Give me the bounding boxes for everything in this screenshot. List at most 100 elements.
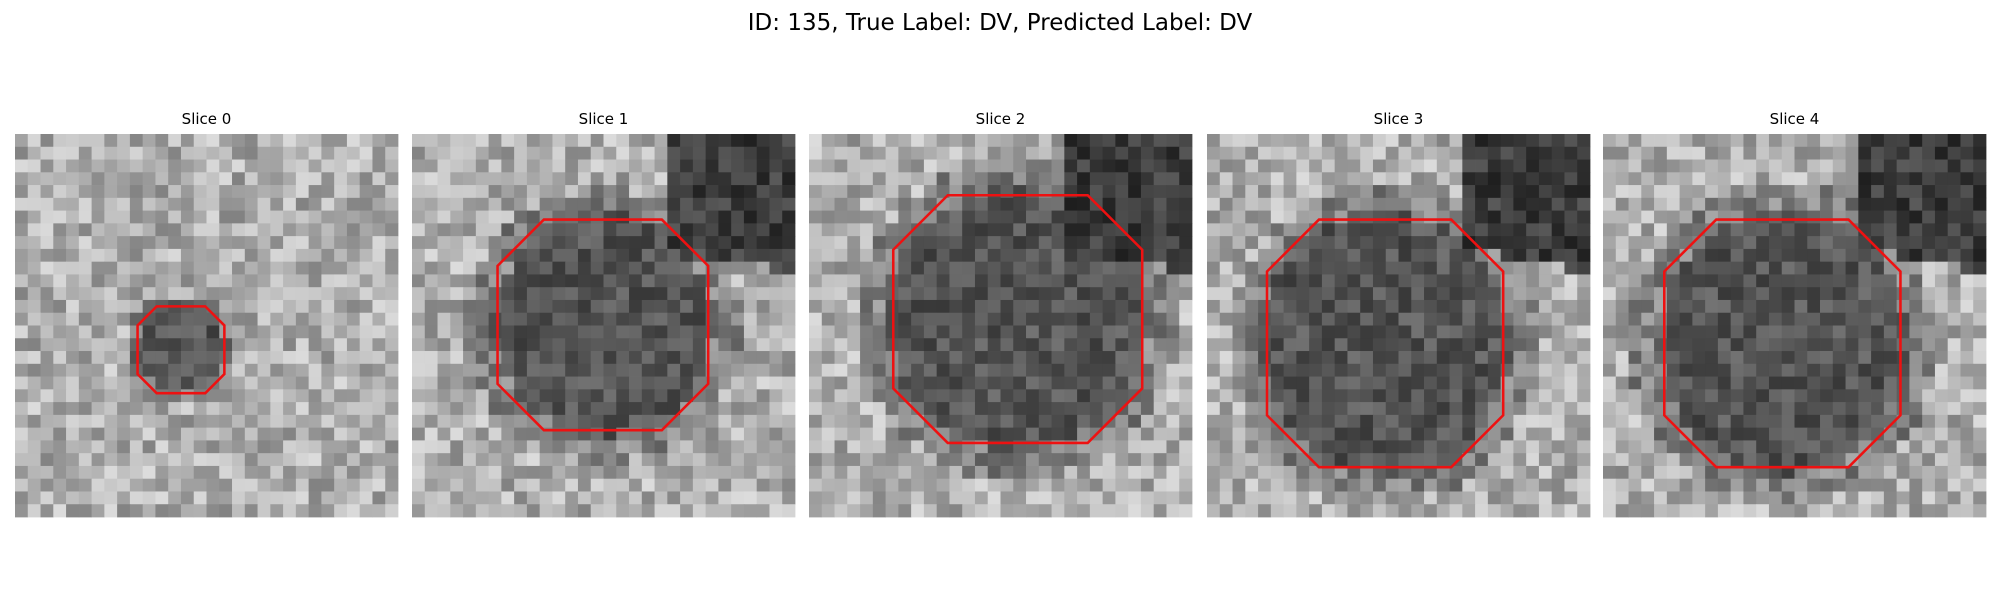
pixel	[1768, 440, 1783, 454]
pixel	[1462, 478, 1476, 492]
pixel	[1807, 440, 1821, 454]
pixel	[1551, 504, 1565, 518]
pixel	[334, 453, 348, 467]
pixel	[155, 287, 169, 301]
pixel	[1820, 427, 1834, 441]
panel-title: Slice 2	[976, 110, 1026, 128]
pixel	[1526, 172, 1540, 186]
pixel	[974, 197, 989, 211]
pixel	[1679, 146, 1693, 160]
pixel	[1424, 351, 1438, 365]
pixel	[1500, 146, 1514, 160]
pixel	[629, 210, 643, 224]
pixel	[142, 197, 156, 211]
pixel	[526, 338, 541, 352]
pixel	[1666, 440, 1680, 454]
pixel	[590, 261, 604, 275]
pixel	[244, 453, 258, 467]
pixel	[1283, 210, 1297, 224]
pixel	[962, 159, 976, 173]
pixel	[53, 478, 67, 492]
pixel	[1334, 223, 1348, 237]
pixel	[232, 159, 246, 173]
pixel	[1551, 299, 1565, 314]
pixel	[1577, 504, 1591, 518]
pixel	[193, 185, 207, 199]
pixel	[1845, 440, 1859, 454]
pixel	[1641, 210, 1655, 224]
pixel	[809, 236, 823, 250]
pixel	[1743, 210, 1757, 224]
pixel	[155, 134, 169, 148]
pixel	[514, 414, 528, 429]
pixel	[1115, 465, 1129, 480]
pixel	[475, 274, 489, 288]
pixel	[488, 197, 502, 211]
pixel	[1973, 351, 1987, 365]
pixel	[180, 440, 195, 454]
pixel	[629, 261, 643, 275]
pixel	[1219, 287, 1233, 301]
pixel	[834, 414, 848, 429]
pixel	[936, 287, 950, 301]
pixel	[1768, 223, 1783, 237]
pixel	[1153, 338, 1167, 352]
pixel	[40, 440, 54, 454]
pixel	[206, 274, 220, 288]
pixel	[40, 427, 54, 441]
pixel	[1538, 504, 1553, 518]
pixel	[1730, 248, 1744, 263]
pixel	[206, 491, 220, 505]
pixel	[1615, 185, 1629, 199]
pixel	[1679, 312, 1693, 326]
pixel	[1551, 172, 1565, 186]
pixel	[1372, 376, 1387, 390]
pixel	[450, 287, 464, 301]
pixel	[1064, 197, 1078, 211]
pixel	[1296, 287, 1310, 301]
pixel	[1360, 287, 1374, 301]
pixel	[923, 491, 938, 505]
pixel	[117, 159, 131, 173]
pixel	[463, 146, 477, 160]
pixel	[1411, 465, 1425, 480]
pixel	[78, 440, 92, 454]
pixel	[1475, 159, 1489, 173]
pixel	[501, 312, 515, 326]
pixel	[1064, 402, 1078, 416]
pixel	[1424, 146, 1438, 160]
pixel	[1360, 414, 1374, 429]
pixel	[1449, 351, 1463, 365]
pixel	[539, 299, 553, 314]
pixel	[1064, 478, 1078, 492]
pixel	[40, 338, 54, 352]
pixel	[885, 402, 899, 416]
pixel	[1883, 504, 1898, 518]
pixel	[923, 299, 938, 314]
pixel	[731, 351, 745, 365]
pixel	[1871, 261, 1885, 275]
pixel	[78, 453, 92, 467]
pixel	[1436, 427, 1450, 441]
pixel	[475, 491, 489, 505]
pixel	[1858, 312, 1872, 326]
pixel	[1232, 223, 1246, 237]
pixel	[1013, 172, 1027, 186]
pixel	[1820, 134, 1834, 148]
pixel	[232, 465, 246, 480]
pixel	[539, 236, 553, 250]
pixel	[359, 491, 373, 505]
pixel	[1398, 134, 1412, 148]
pixel	[334, 338, 348, 352]
pixel	[488, 338, 502, 352]
pixel	[885, 465, 899, 480]
pixel	[1347, 172, 1361, 186]
pixel	[603, 389, 617, 403]
pixel	[193, 465, 207, 480]
pixel	[1153, 351, 1167, 365]
pixel	[193, 134, 207, 148]
pixel	[1372, 338, 1387, 352]
pixel	[346, 453, 361, 467]
pixel	[334, 172, 348, 186]
pixel	[1743, 134, 1757, 148]
